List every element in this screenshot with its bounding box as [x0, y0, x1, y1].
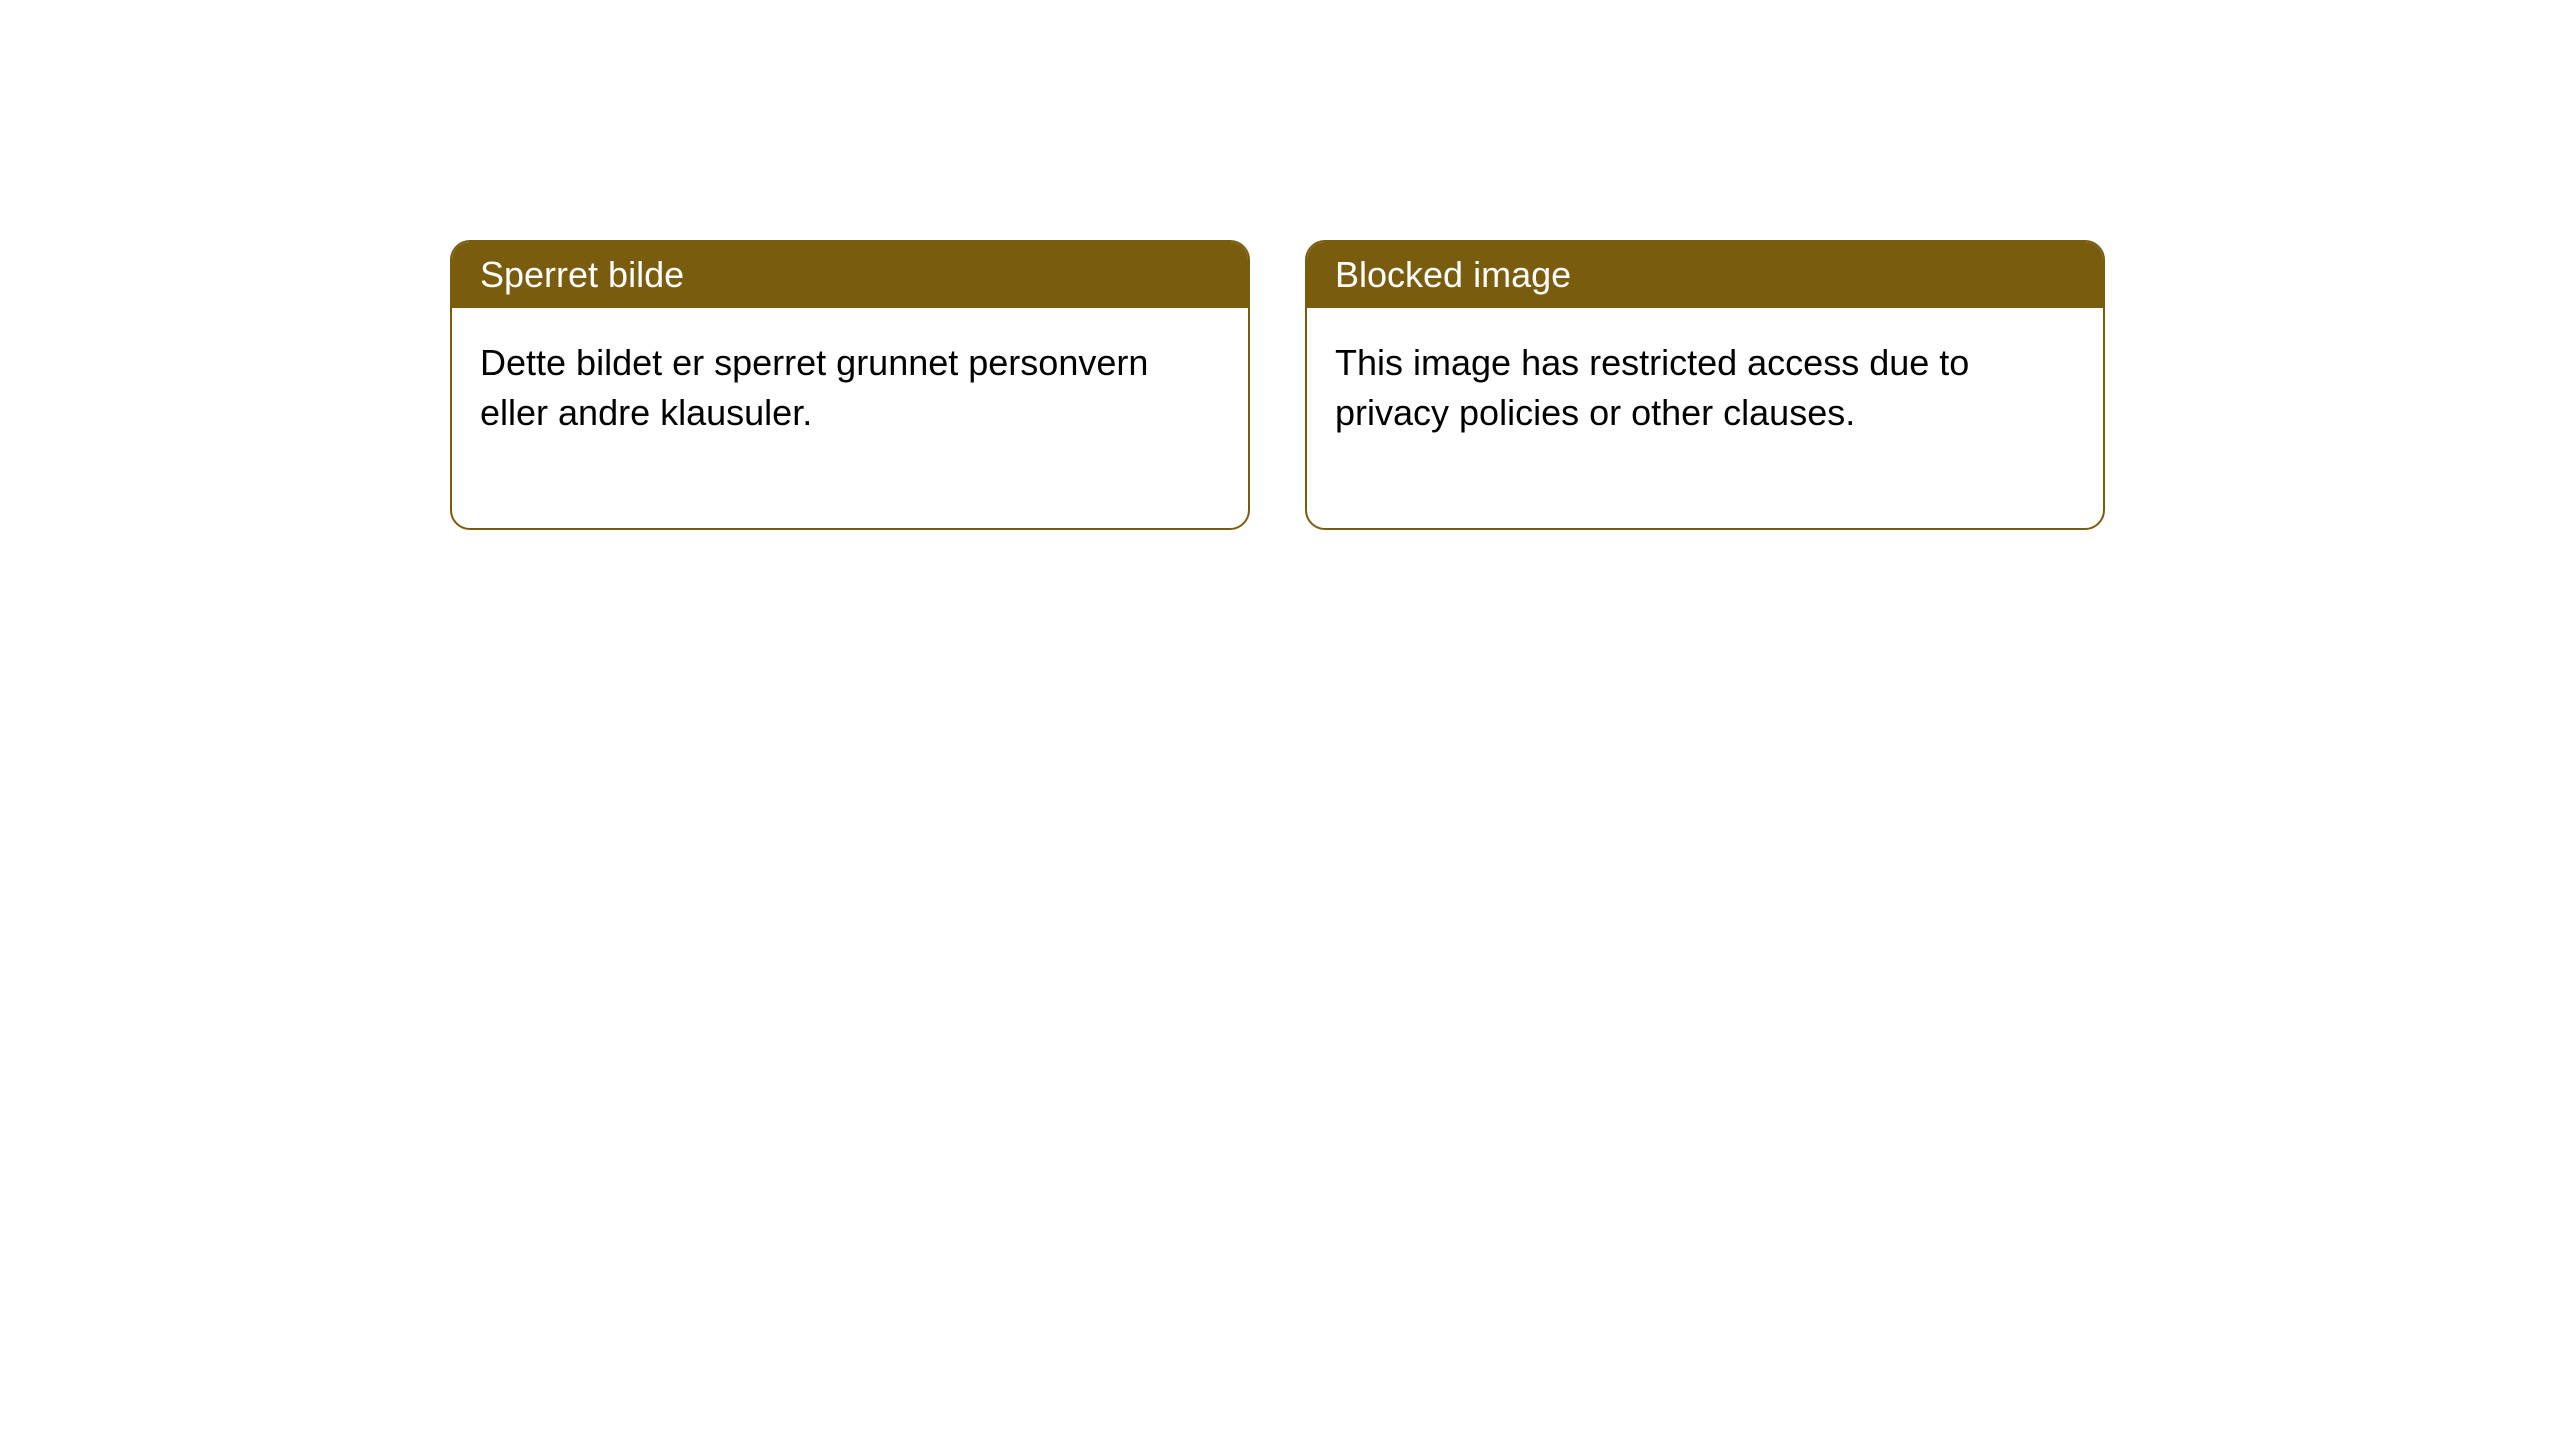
card-title: Sperret bilde: [480, 254, 684, 295]
card-header: Blocked image: [1307, 242, 2103, 308]
card-body: This image has restricted access due to …: [1307, 308, 2103, 528]
notice-card-norwegian: Sperret bilde Dette bildet er sperret gr…: [450, 240, 1250, 530]
card-body-text: Dette bildet er sperret grunnet personve…: [480, 342, 1148, 433]
card-title: Blocked image: [1335, 254, 1571, 295]
notice-cards-container: Sperret bilde Dette bildet er sperret gr…: [450, 240, 2105, 530]
card-body-text: This image has restricted access due to …: [1335, 342, 1969, 433]
card-header: Sperret bilde: [452, 242, 1248, 308]
card-body: Dette bildet er sperret grunnet personve…: [452, 308, 1248, 528]
notice-card-english: Blocked image This image has restricted …: [1305, 240, 2105, 530]
